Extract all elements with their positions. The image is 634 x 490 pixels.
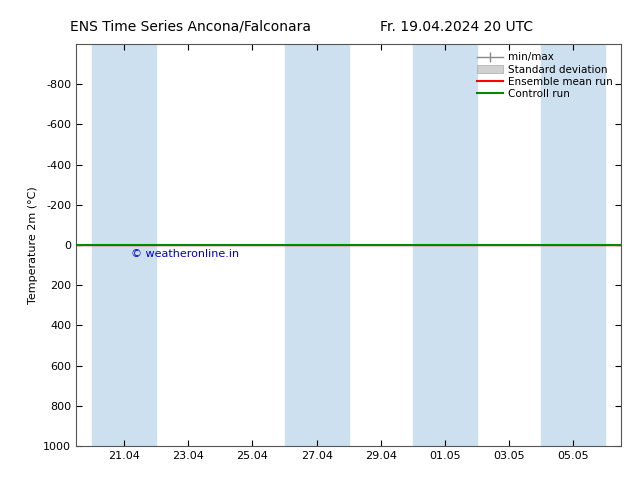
Bar xyxy=(413,44,477,446)
Bar xyxy=(92,44,156,446)
Legend: min/max, Standard deviation, Ensemble mean run, Controll run: min/max, Standard deviation, Ensemble me… xyxy=(474,49,616,102)
Text: ENS Time Series Ancona/Falconara: ENS Time Series Ancona/Falconara xyxy=(70,20,311,34)
Bar xyxy=(541,44,605,446)
Text: © weatheronline.in: © weatheronline.in xyxy=(131,249,239,259)
Bar xyxy=(285,44,349,446)
Text: Fr. 19.04.2024 20 UTC: Fr. 19.04.2024 20 UTC xyxy=(380,20,533,34)
Y-axis label: Temperature 2m (°C): Temperature 2m (°C) xyxy=(28,186,37,304)
